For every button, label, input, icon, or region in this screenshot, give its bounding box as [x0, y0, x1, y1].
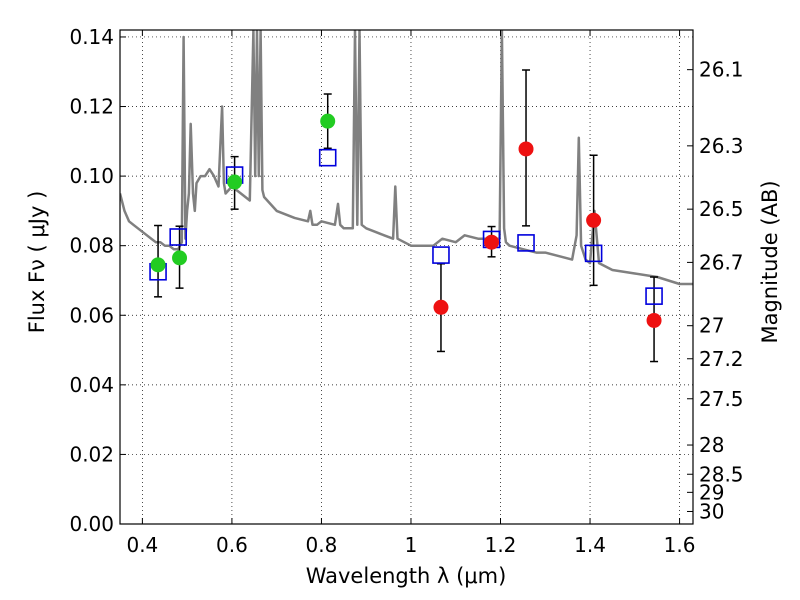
- y-axis-title: Flux Fν ( μJy ): [25, 191, 49, 334]
- magnitude-tick-label: 30: [699, 499, 724, 523]
- model-square: [169, 228, 187, 246]
- observed-point: [433, 299, 449, 315]
- plot-frame: [119, 29, 694, 525]
- magnitude-tick-label: 26.1: [699, 58, 744, 82]
- magnitude-tick-label: 28.5: [699, 462, 744, 486]
- x-tick-label: 0.4: [126, 533, 158, 557]
- observed-point: [172, 250, 188, 266]
- x-tick-label: 1: [405, 533, 418, 557]
- magnitude-tick-label: 27.5: [699, 387, 744, 411]
- model-square: [432, 246, 450, 264]
- magnitude-tick-label: 27: [699, 314, 724, 338]
- model-square: [318, 148, 337, 167]
- observed-point: [150, 257, 166, 273]
- observed-point: [227, 174, 243, 190]
- magnitude-tick-label: 28: [699, 433, 724, 457]
- y-axis-right-title: Magnitude (AB): [758, 180, 782, 343]
- magnitude-tick-label: 26.3: [699, 134, 744, 158]
- x-tick-label: 1.2: [485, 533, 517, 557]
- observed-point: [320, 113, 336, 129]
- observed-point: [646, 312, 662, 328]
- magnitude-tick-label: 29: [699, 480, 724, 504]
- y-tick-label: 0.04: [69, 373, 114, 397]
- model-square: [517, 234, 535, 252]
- observed-point: [484, 234, 500, 250]
- y-ticks: 0.00 0.02 0.04 0.06 0.08 0.10 0.12 0.14: [69, 25, 126, 536]
- y-tick-label: 0.02: [69, 442, 114, 466]
- magnitude-tick-label: 26.7: [699, 250, 744, 274]
- x-tick-label: 1.6: [664, 533, 696, 557]
- x-tick-label: 0.6: [216, 533, 248, 557]
- y-tick-label: 0.12: [69, 95, 114, 119]
- x-axis-title: Wavelength λ (μm): [306, 564, 507, 588]
- x-tick-label: 0.8: [306, 533, 338, 557]
- magnitude-tick-label: 27.2: [699, 347, 744, 371]
- y-tick-label: 0.14: [69, 25, 114, 49]
- x-tick-label: 1.4: [574, 533, 606, 557]
- x-ticks: 0.4 0.6 0.8 1 1.2 1.4 1.6: [126, 30, 695, 557]
- y-tick-label: 0.10: [69, 164, 114, 188]
- data-markers: [149, 113, 663, 328]
- magnitude-tick-label: 26.5: [699, 197, 744, 221]
- model-square: [645, 287, 663, 305]
- observed-point: [518, 141, 534, 157]
- y-tick-label: 0.08: [69, 234, 114, 258]
- y-tick-label: 0.06: [69, 303, 114, 327]
- model-square: [584, 244, 603, 263]
- y-tick-label: 0.00: [69, 512, 114, 536]
- model-spectrum: [120, 30, 693, 286]
- observed-point: [586, 212, 602, 228]
- spectrum-line: [120, 30, 693, 286]
